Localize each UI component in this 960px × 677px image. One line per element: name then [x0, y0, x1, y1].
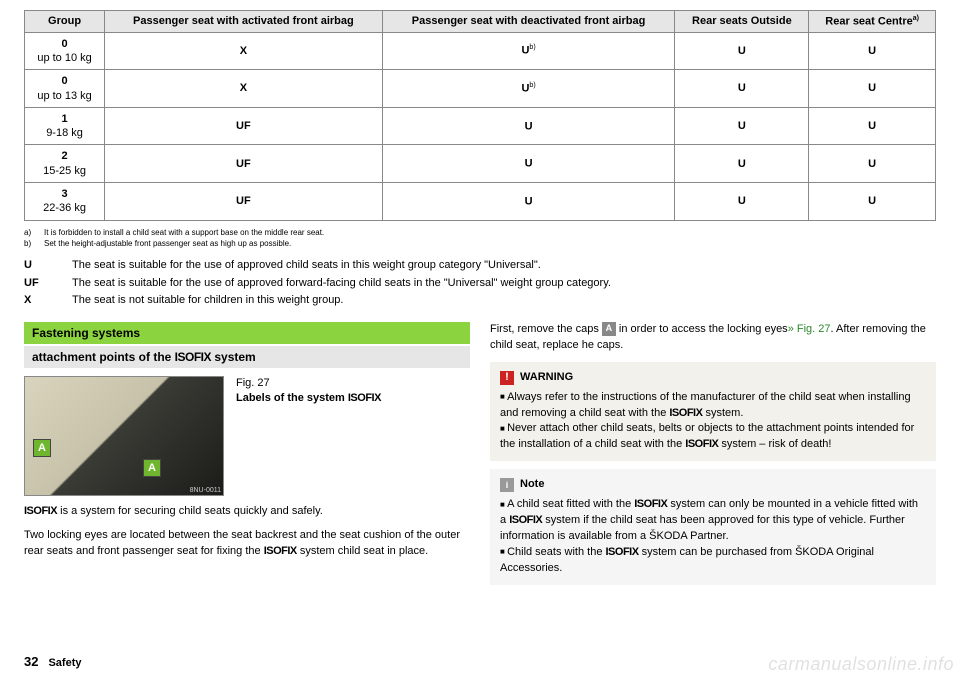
warning-icon: !	[500, 371, 514, 385]
th-activated: Passenger seat with activated front airb…	[105, 11, 383, 33]
figure-marker-a: A	[143, 459, 161, 477]
figure-marker-a: A	[33, 439, 51, 457]
fig-27-link: » Fig. 27	[788, 323, 831, 335]
locking-eyes-text: Two locking eyes are located between the…	[24, 528, 470, 560]
info-icon: i	[500, 478, 514, 492]
figure-27: A A 8NU-0011 Fig. 27 Labels of the syste…	[24, 376, 470, 496]
heading-fastening-systems: Fastening systems	[24, 322, 470, 344]
page-footer: 32Safety	[24, 654, 82, 669]
child-seat-table: Group Passenger seat with activated fron…	[24, 10, 936, 221]
th-rear-outside: Rear seats Outside	[675, 11, 809, 33]
right-column: First, remove the caps A in order to acc…	[490, 322, 936, 593]
legend: UThe seat is suitable for the use of app…	[24, 257, 936, 310]
table-row: 322-36 kgUFUUU	[25, 183, 936, 221]
isofix-intro: ISOFIX is a system for securing child se…	[24, 504, 470, 520]
table-row: 215-25 kgUFUUU	[25, 145, 936, 183]
figure-code: 8NU-0011	[190, 487, 221, 494]
note-box: iNote A child seat fitted with the ISOFI…	[490, 469, 936, 585]
warning-box: !WARNING Always refer to the instruction…	[490, 362, 936, 462]
left-column: Fastening systems attachment points of t…	[24, 322, 470, 593]
remove-caps-text: First, remove the caps A in order to acc…	[490, 322, 936, 354]
figure-caption: Fig. 27 Labels of the system ISOFIX	[236, 376, 470, 496]
th-deactivated: Passenger seat with deactivated front ai…	[382, 11, 675, 33]
table-row: 0up to 10 kgXUb)UU	[25, 32, 936, 70]
table-row: 0up to 13 kgXUb)UU	[25, 70, 936, 108]
inline-marker-a: A	[602, 322, 616, 336]
heading-attachment-points: attachment points of the ISOFIX system	[24, 346, 470, 368]
watermark: carmanualsonline.info	[768, 654, 954, 675]
figure-image: A A 8NU-0011	[24, 376, 224, 496]
th-group: Group	[25, 11, 105, 33]
table-footnotes: a)It is forbidden to install a child sea…	[24, 227, 936, 249]
th-rear-centre: Rear seat Centrea)	[809, 11, 936, 33]
table-row: 19-18 kgUFUUU	[25, 107, 936, 145]
